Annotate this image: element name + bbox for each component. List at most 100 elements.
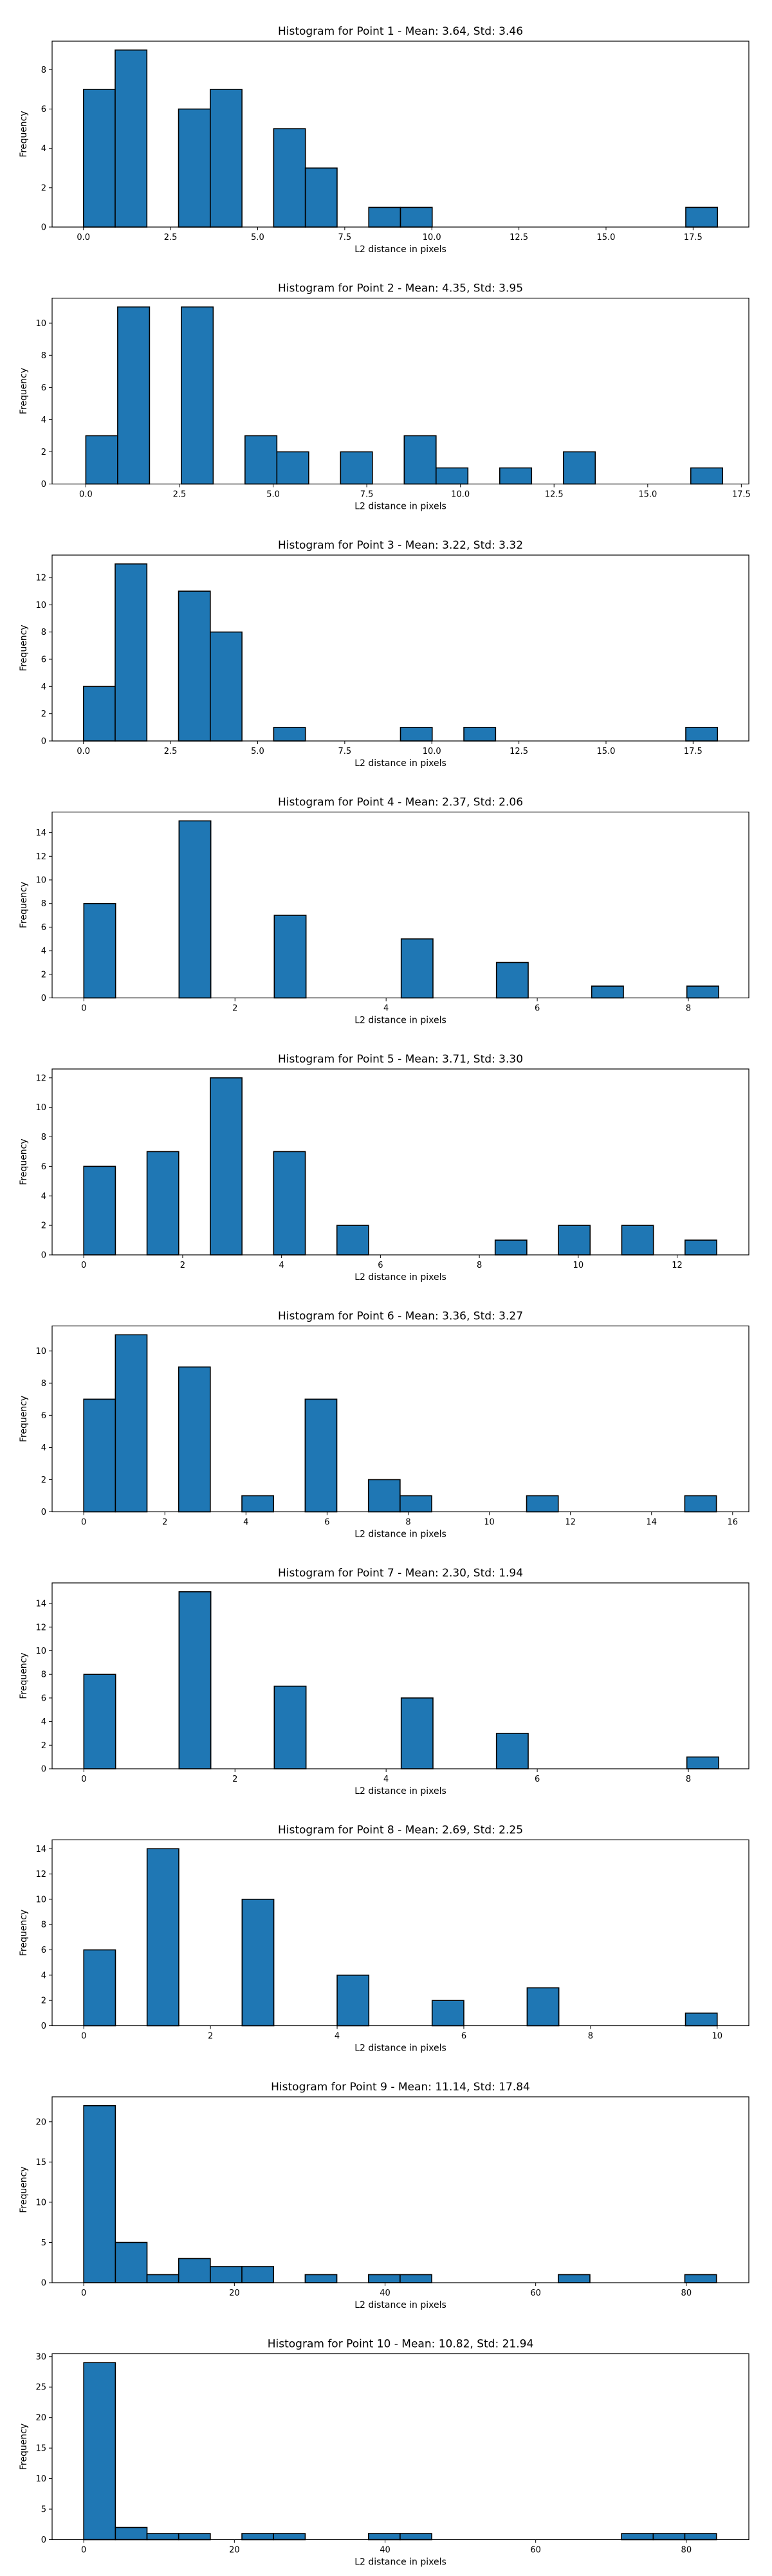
histogram-bar: [273, 128, 306, 228]
chart-title: Histogram for Point 1 - Mean: 3.64, Std:…: [278, 25, 523, 38]
x-axis: 0 20 40 60 80 L2 distance in pixels: [81, 2539, 692, 2568]
y-tick-label: 8: [41, 1379, 46, 1389]
x-axis-label: L2 distance in pixels: [354, 1272, 446, 1283]
x-tick-label: 0: [81, 2032, 86, 2042]
x-tick-label: 4: [335, 2032, 340, 2042]
bars: [83, 1077, 717, 1256]
bars: [83, 1334, 717, 1513]
histogram-bar: [685, 727, 719, 742]
histogram-bar: [115, 49, 148, 228]
y-tick-label: 20: [35, 2413, 46, 2423]
y-tick-label: 25: [35, 2383, 46, 2393]
histogram-bar: [241, 1495, 274, 1513]
x-tick-label: 12.5: [510, 747, 528, 756]
y-tick-label: 10: [35, 2198, 46, 2207]
y-tick-label: 10: [35, 319, 46, 329]
histogram-panel-10: Histogram for Point 10 - Mean: 10.82, St…: [19, 2338, 749, 2568]
x-axis: 0 2 4 6 8 10 12 14 16 L2 distance in pixels: [81, 1512, 738, 1540]
y-tick-label: 0: [41, 2535, 46, 2545]
bars: [83, 2362, 717, 2541]
y-tick-label: 8: [41, 66, 46, 75]
histogram-bar: [436, 467, 469, 485]
y-tick-label: 10: [35, 601, 46, 610]
bars: [85, 306, 724, 485]
y-axis: 0 2 4 6 8 10 12 14 Frequency: [19, 828, 52, 1003]
histogram-bar: [367, 2274, 401, 2283]
x-tick-label: 6: [324, 1518, 329, 1528]
histogram-bar: [83, 1674, 116, 1769]
histogram-bar: [82, 686, 116, 742]
histogram-bar: [526, 1987, 560, 2027]
y-tick-label: 8: [41, 899, 46, 909]
x-tick-label: 7.5: [338, 233, 352, 242]
x-tick-label: 2: [208, 2032, 213, 2042]
histogram-bar: [463, 727, 497, 742]
y-tick-label: 10: [35, 2474, 46, 2484]
x-tick-label: 17.5: [732, 490, 751, 500]
x-axis-label: L2 distance in pixels: [354, 2300, 446, 2310]
y-tick-label: 8: [41, 351, 46, 361]
y-tick-label: 6: [41, 1162, 46, 1172]
plot-frame: [51, 1839, 749, 2027]
histogram-bar: [686, 1756, 719, 1769]
y-tick-label: 15: [35, 2444, 46, 2454]
histogram-bar: [85, 435, 118, 485]
histogram-bar: [273, 1151, 306, 1256]
histogram-bar: [400, 1495, 432, 1513]
y-tick-label: 14: [35, 1845, 46, 1854]
y-tick-label: 0: [41, 1508, 46, 1517]
histogram-bar: [178, 590, 211, 742]
bars: [83, 2105, 717, 2283]
y-tick-label: 12: [35, 852, 46, 862]
histogram-bar: [82, 89, 116, 228]
histogram-bar: [178, 820, 212, 999]
x-tick-label: 40: [380, 2546, 391, 2555]
x-tick-label: 80: [681, 2546, 692, 2555]
histogram-bar: [181, 306, 214, 485]
x-tick-label: 20: [229, 2288, 240, 2298]
chart-title: Histogram for Point 3 - Mean: 3.22, Std:…: [278, 539, 523, 552]
histogram-bar: [621, 1225, 654, 1256]
x-tick-label: 5.0: [266, 490, 280, 500]
x-tick-label: 80: [681, 2288, 692, 2298]
x-tick-label: 17.5: [684, 233, 703, 242]
x-axis-label: L2 distance in pixels: [354, 1786, 446, 1796]
x-tick-label: 4: [243, 1518, 248, 1528]
x-tick-label: 12: [672, 1261, 683, 1270]
x-axis-label: L2 distance in pixels: [354, 1530, 446, 1540]
histogram-bar: [400, 2274, 432, 2283]
histogram-bar: [340, 451, 373, 485]
x-axis: 0 20 40 60 80 L2 distance in pixels: [81, 2283, 692, 2310]
x-tick-label: 6: [535, 1775, 540, 1784]
histogram-bar: [210, 89, 243, 228]
x-tick-label: 2: [180, 1261, 185, 1270]
x-tick-label: 2: [162, 1518, 167, 1528]
y-axis-label: Frequency: [19, 2166, 29, 2213]
histogram-bar: [431, 2000, 464, 2027]
histogram-bar: [685, 1239, 717, 1256]
y-tick-label: 0: [41, 2279, 46, 2288]
histogram-bar: [83, 2362, 116, 2541]
histogram-bar: [304, 2274, 338, 2283]
histogram-panel-1: Histogram for Point 1 - Mean: 3.64, Std:…: [19, 25, 749, 255]
histogram-bar: [690, 467, 724, 485]
y-tick-label: 10: [35, 1647, 46, 1656]
histogram-panel-6: Histogram for Point 6 - Mean: 3.36, Std:…: [19, 1310, 749, 1540]
x-axis: 0 2 4 6 8 10 12 L2 distance in pixels: [81, 1255, 683, 1283]
y-axis: 0 5 10 15 20 Frequency: [19, 2117, 52, 2288]
y-tick-label: 0: [41, 1251, 46, 1261]
histogram-bar: [83, 2105, 116, 2283]
histogram-bar: [146, 1151, 179, 1256]
histogram-bar: [273, 1685, 307, 1769]
y-axis: 0 2 4 6 8 10 Frequency: [19, 319, 52, 489]
x-tick-label: 0.0: [77, 233, 90, 242]
y-tick-label: 12: [35, 573, 46, 583]
x-tick-label: 5.0: [251, 747, 264, 756]
y-tick-label: 8: [41, 1921, 46, 1930]
histogram-bar: [652, 2533, 686, 2541]
histogram-bar: [83, 1949, 116, 2027]
y-tick-label: 8: [41, 628, 46, 637]
histogram-bar: [685, 2013, 718, 2027]
y-tick-label: 0: [41, 2022, 46, 2031]
